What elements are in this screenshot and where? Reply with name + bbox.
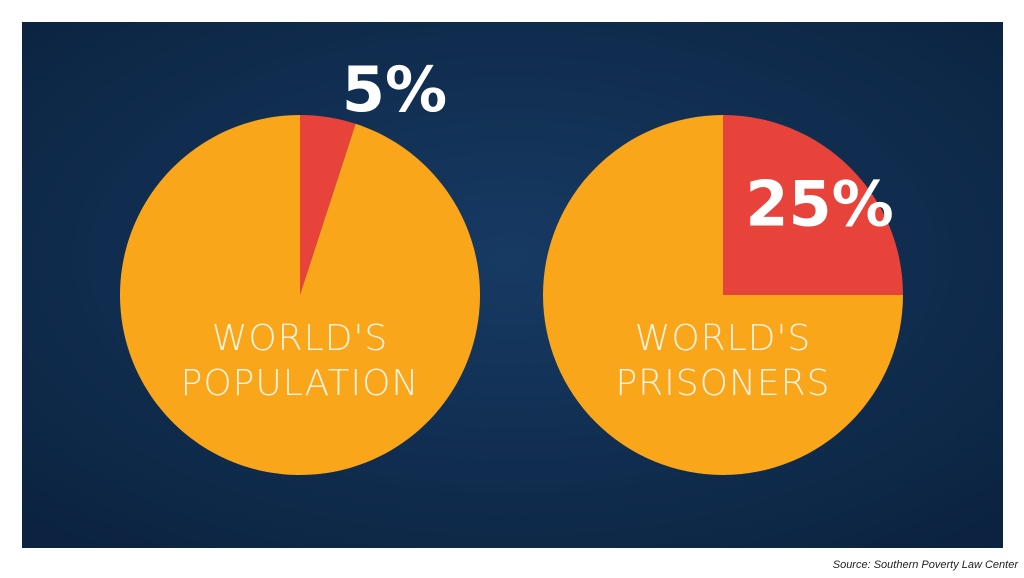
center-label: POPULATION <box>181 363 420 404</box>
pie-slice <box>723 115 903 295</box>
pie-slice <box>543 115 903 475</box>
center-label: WORLD'S <box>212 318 388 359</box>
center-label: PRISONERS <box>615 363 830 404</box>
pie-slice <box>119 115 481 475</box>
center-label: WORLD'S <box>635 318 811 359</box>
value-label: 5% <box>342 53 447 126</box>
pie-slice <box>300 115 356 295</box>
value-label: 25% <box>745 168 893 241</box>
source-note: Source: Southern Poverty Law Center <box>833 559 1020 571</box>
